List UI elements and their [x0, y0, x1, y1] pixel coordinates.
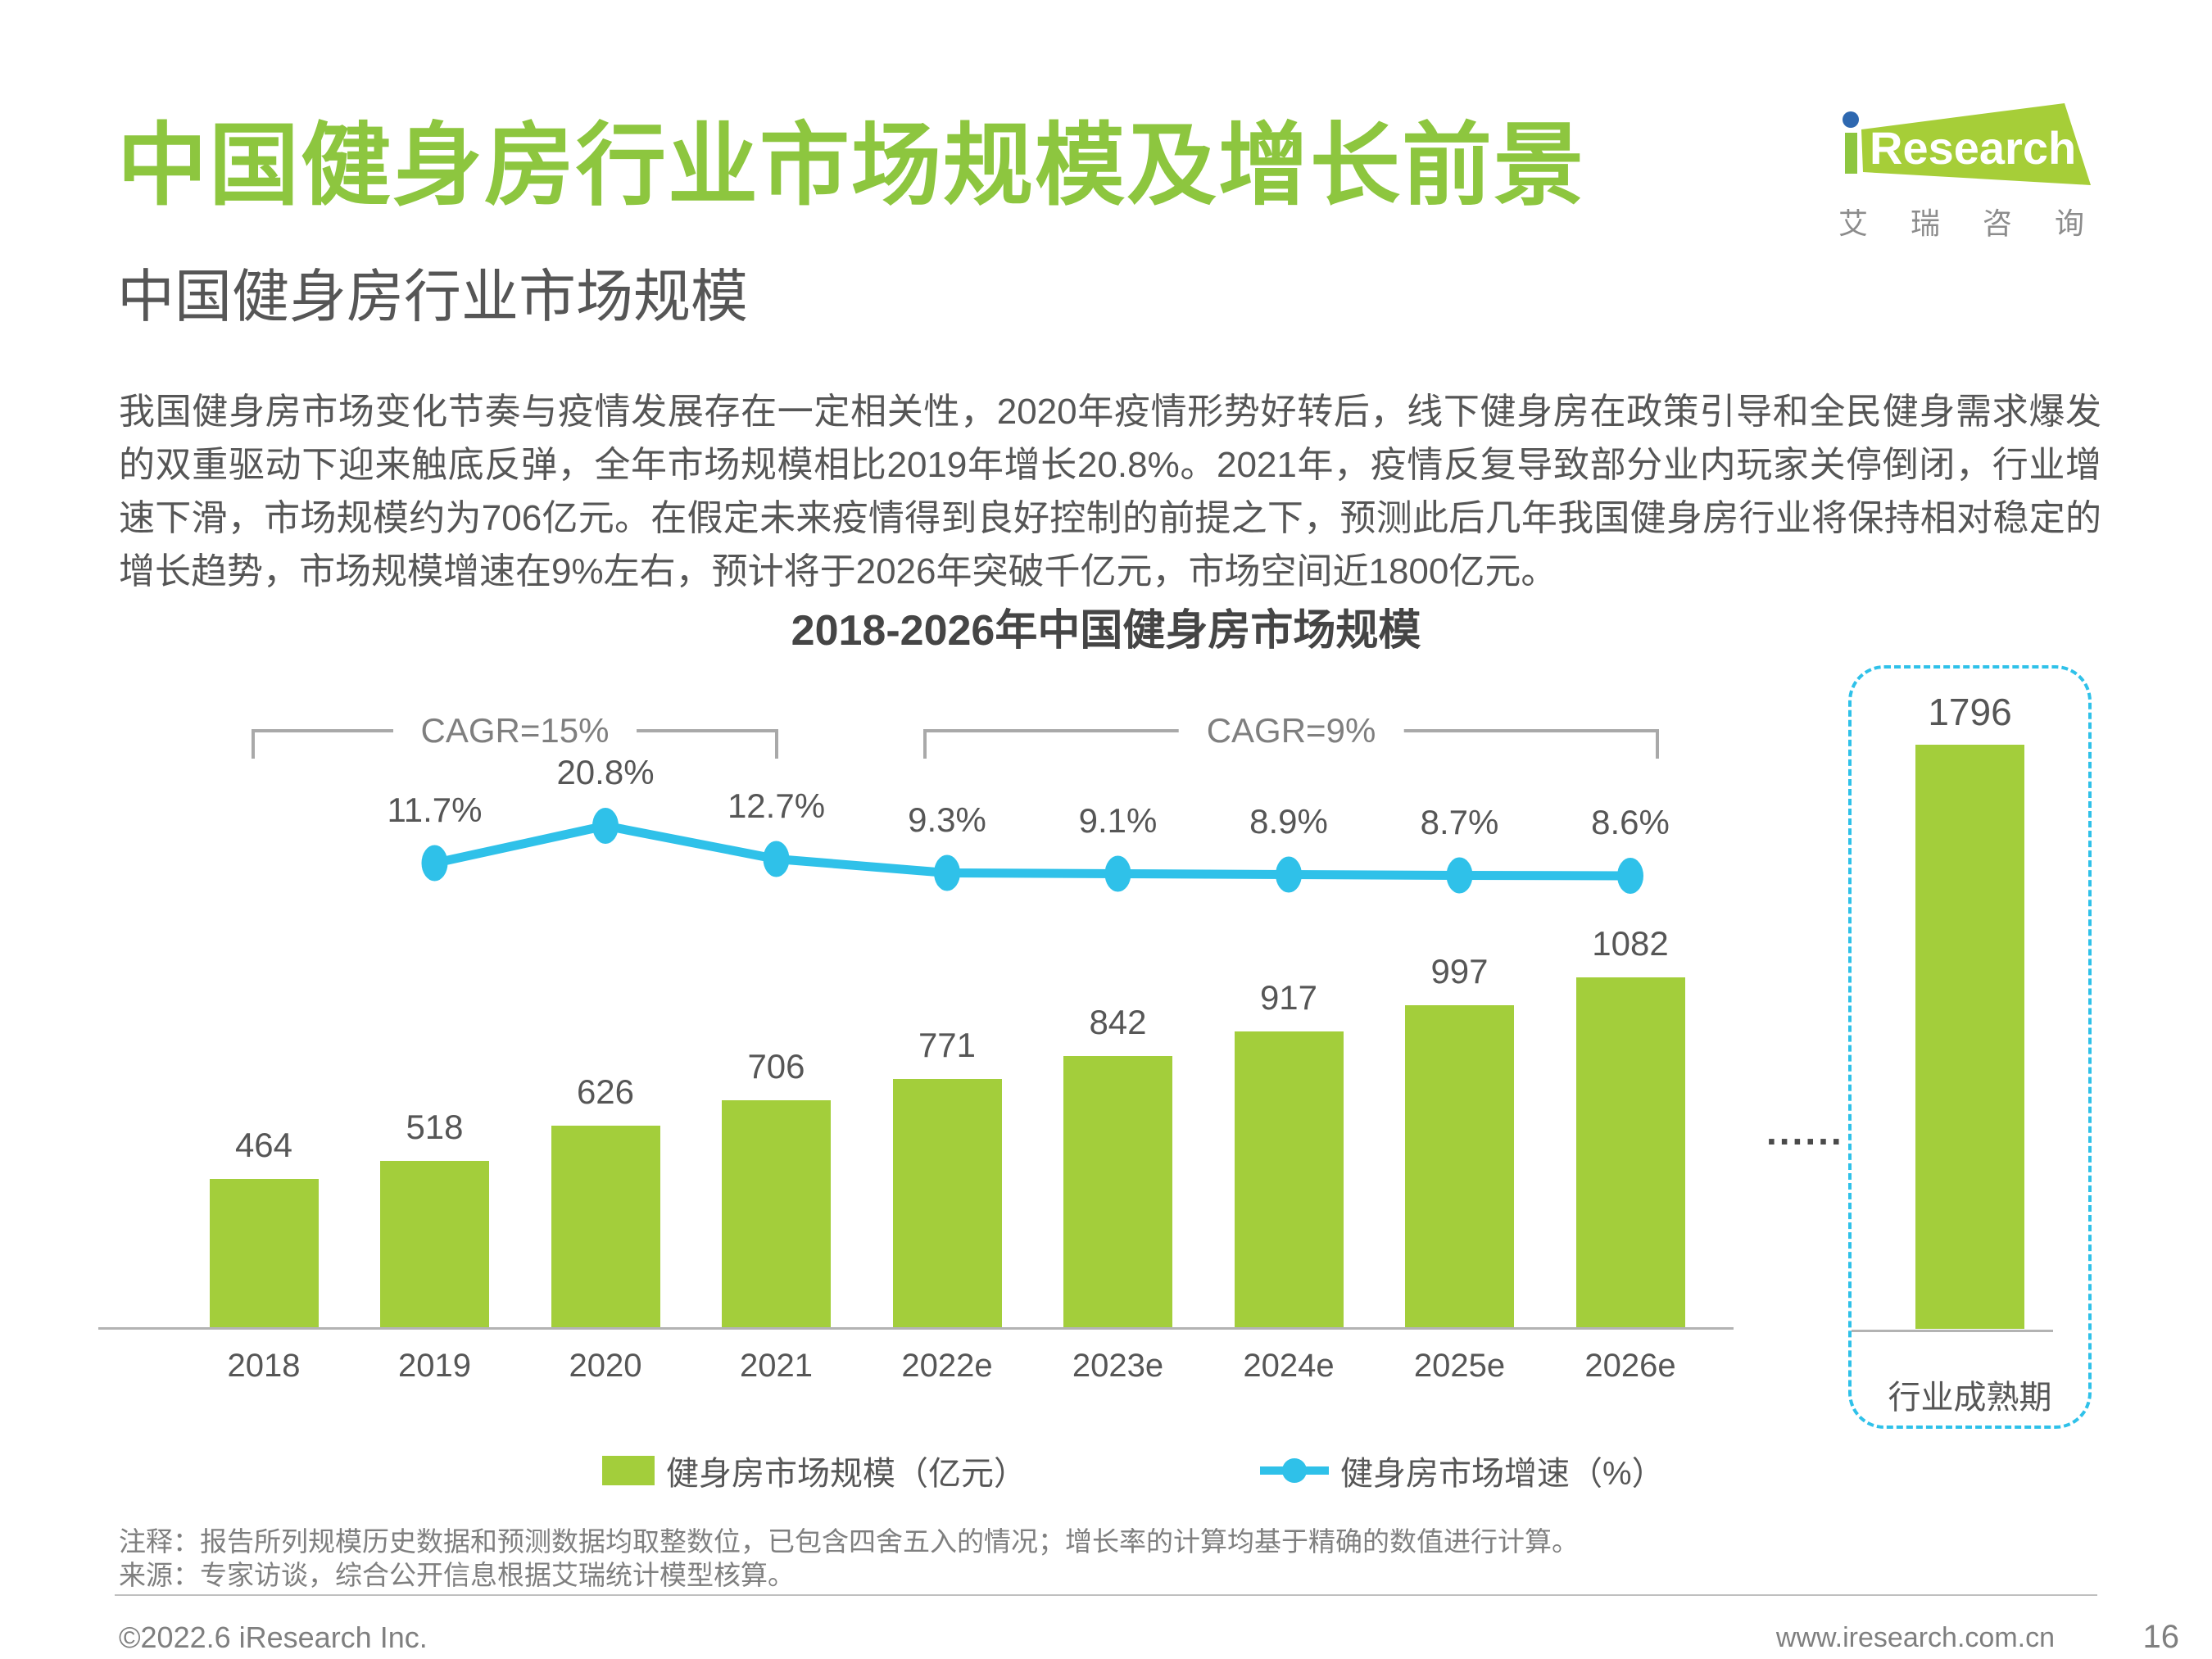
maturity-phase-box: 1796 行业成熟期 [1848, 665, 2092, 1429]
growth-value-2025e: 8.7% [1420, 802, 1499, 841]
cagr-left-label: CAGR=15% [392, 711, 637, 750]
x-axis-label-2021: 2021 [740, 1348, 813, 1384]
bar-series-swatch-icon [602, 1456, 655, 1485]
x-axis-label-2025e: 2025e [1413, 1348, 1506, 1384]
growth-point-2021 [763, 841, 790, 877]
bar-value-2024e: 917 [1259, 978, 1318, 1017]
legend-label-market-size: 健身房市场规模（亿元） [666, 1456, 1027, 1492]
bar-2019 [380, 1161, 489, 1329]
maturity-bar [1915, 745, 2024, 1329]
chart-title: 2018-2026年中国健身房市场规模 [791, 607, 1421, 655]
growth-value-2020: 20.8% [556, 753, 655, 791]
bar-value-2022e: 771 [918, 1026, 977, 1064]
growth-point-2025e [1446, 857, 1473, 894]
x-axis-label-2022e: 2022e [901, 1348, 993, 1384]
growth-point-2023e [1104, 855, 1131, 892]
bar-2020 [551, 1126, 660, 1329]
bar-value-2023e: 842 [1089, 1003, 1147, 1041]
x-axis-label-2019: 2019 [398, 1348, 471, 1384]
x-axis-label-2018: 2018 [227, 1348, 301, 1384]
footer-page-number: 16 [2142, 1619, 2180, 1655]
bar-2025e [1405, 1005, 1514, 1329]
bar-2022e [892, 1079, 1002, 1329]
note-line-1: 注释：报告所列规模历史数据和预测数据均取整数位，已包含四舍五入的情况；增长率的计… [119, 1526, 1579, 1557]
legend-label-growth-rate: 健身房市场增速（%） [1340, 1456, 1665, 1492]
growth-value-2026e: 8.6% [1591, 803, 1670, 841]
cagr-bracket-2022-2026: CAGR=9% [923, 711, 1659, 762]
footer-url: www.iresearch.com.cn [1775, 1622, 2055, 1653]
bar-value-2018: 464 [234, 1126, 293, 1164]
x-axis-label-2024e: 2024e [1243, 1348, 1335, 1384]
cagr-bracket-2018-2021: CAGR=15% [252, 711, 778, 762]
cagr-right-label: CAGR=9% [1178, 711, 1404, 750]
bar-2024e [1234, 1031, 1344, 1329]
maturity-phase-label: 行业成熟期 [1888, 1380, 2052, 1416]
bar-2021 [722, 1100, 831, 1329]
growth-value-2024e: 8.9% [1249, 801, 1328, 841]
growth-point-2019 [421, 845, 448, 882]
legend-item-market-size: 健身房市场规模（亿元） [602, 1450, 1027, 1492]
logo-wordmark: Research [1870, 122, 2076, 174]
x-axis-label-2020: 2020 [569, 1348, 642, 1384]
x-axis-label-2023e: 2023e [1072, 1348, 1164, 1384]
footer-divider [115, 1594, 2097, 1596]
logo-chinese-name: 艾瑞咨询 [1838, 206, 2128, 240]
growth-point-2020 [592, 808, 619, 844]
note-line-2: 来源：专家访谈，综合公开信息根据艾瑞统计模型核算。 [119, 1560, 795, 1590]
bar-value-2021: 706 [747, 1047, 805, 1086]
x-axis-line [98, 1327, 1734, 1330]
growth-value-2023e: 9.1% [1078, 800, 1158, 840]
bar-value-2026e: 1082 [1592, 924, 1669, 963]
chart-legend: 健身房市场规模（亿元） 健身房市场增速（%） [0, 1450, 2212, 1492]
x-axis-label-2026e: 2026e [1584, 1348, 1676, 1384]
bar-value-2020: 626 [576, 1072, 635, 1111]
bar-value-2025e: 997 [1430, 952, 1489, 990]
growth-point-2026e [1617, 858, 1643, 894]
logo-i-stem-icon [1845, 133, 1857, 174]
iresearch-logo: Research 艾瑞咨询 [1834, 100, 2104, 240]
logo-flag-shape [1861, 103, 2091, 185]
iresearch-logo-mark: Research [1843, 103, 2091, 185]
bar-2026e [1575, 977, 1685, 1329]
growth-value-2021: 12.7% [727, 786, 826, 825]
bar-2023e [1063, 1056, 1172, 1329]
growth-point-2022e [934, 854, 960, 891]
logo-i-dot-icon [1843, 111, 1859, 128]
section-title: 中国健身房行业市场规模 [117, 265, 748, 329]
ellipsis-dots: ...... [1766, 1110, 1844, 1153]
growth-value-2022e: 9.3% [908, 800, 986, 839]
page-title: 中国健身房行业市场规模及增长前景 [117, 116, 1585, 216]
bar-2018 [209, 1179, 319, 1329]
intro-paragraph: 我国健身房市场变化节奏与疫情发展存在一定相关性，2020年疫情形势好转后，线下健… [119, 392, 2101, 592]
line-series-marker-icon [1260, 1458, 1329, 1483]
legend-item-growth-rate: 健身房市场增速（%） [1260, 1450, 1665, 1492]
footer-copyright: ©2022.6 iResearch Inc. [119, 1620, 428, 1654]
maturity-bar-value: 1796 [1928, 691, 2012, 733]
maturity-axis-segment [1852, 1330, 2053, 1332]
bar-value-2019: 518 [406, 1108, 464, 1146]
growth-value-2019: 11.7% [387, 790, 483, 829]
growth-point-2024e [1276, 856, 1302, 893]
